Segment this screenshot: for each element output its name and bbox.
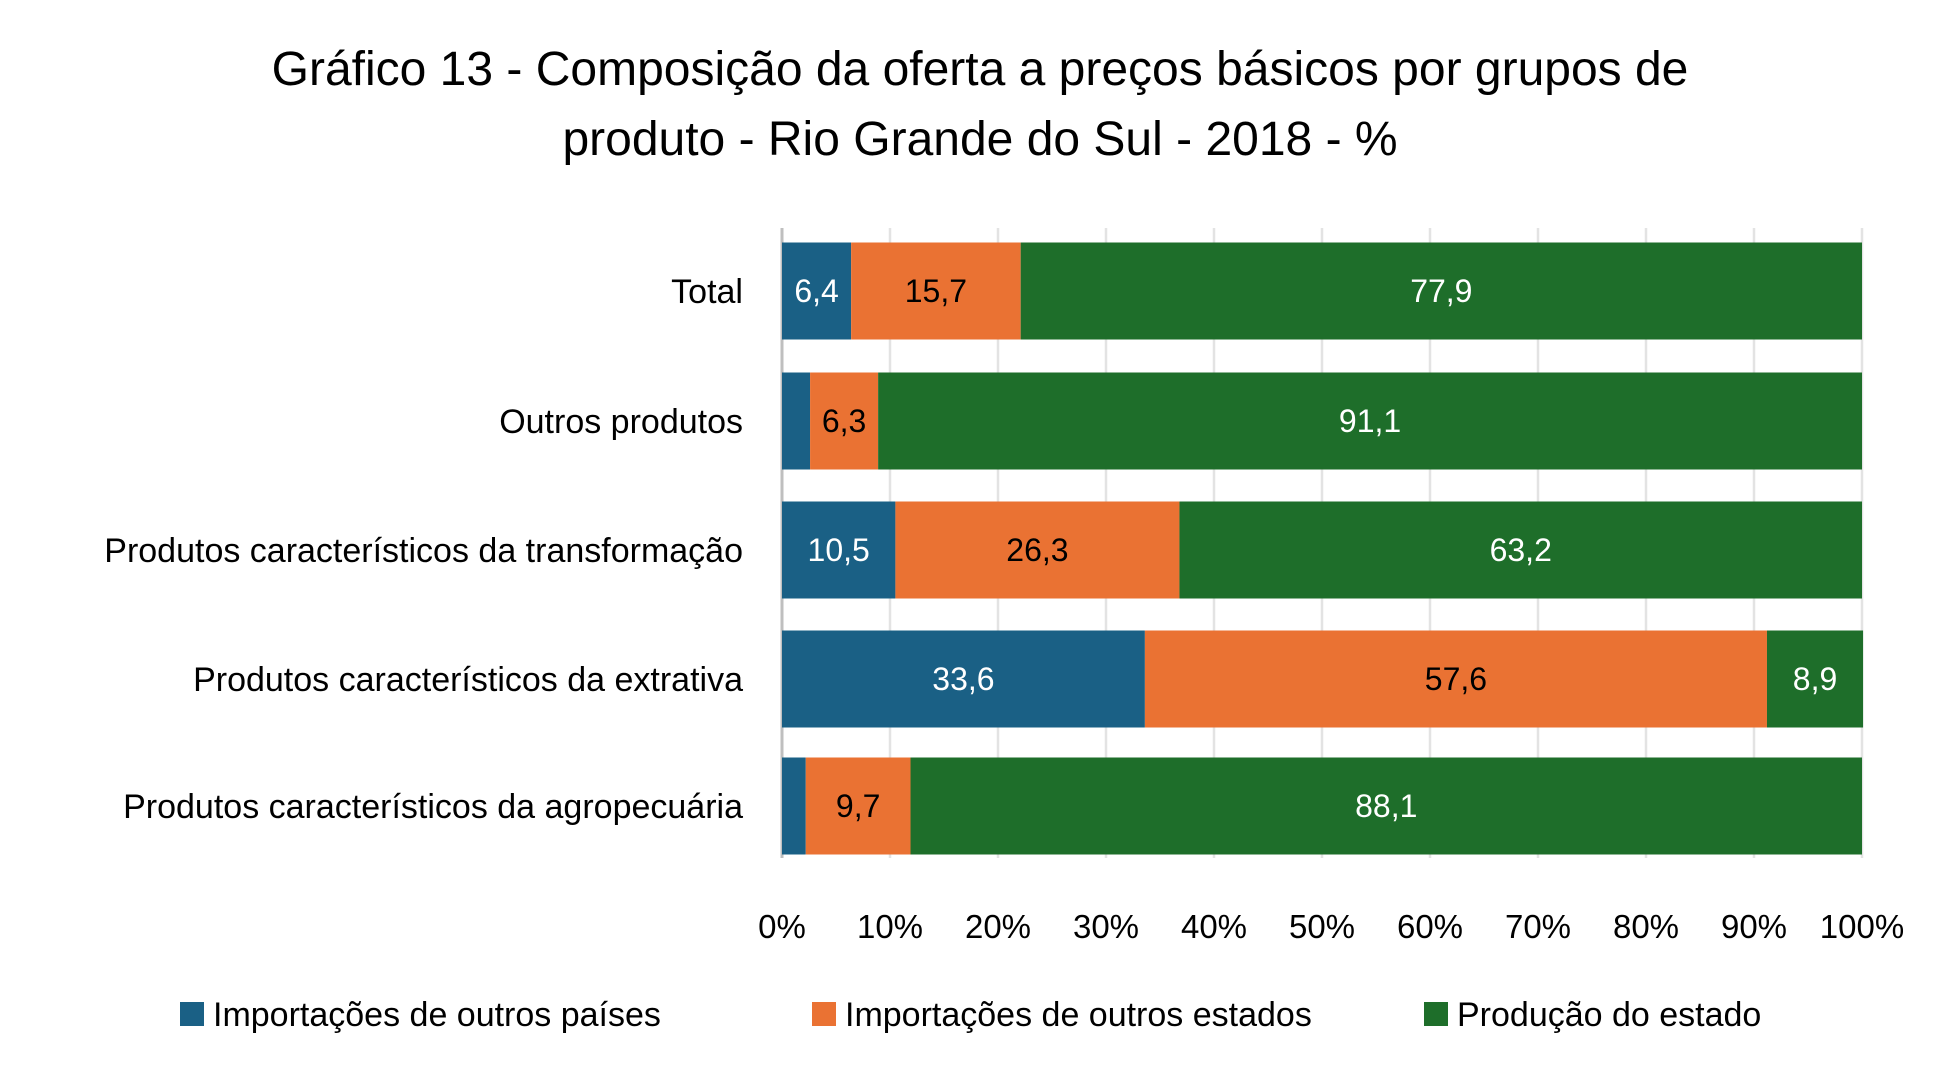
bar-segment [851, 242, 1021, 340]
legend-swatch [1424, 1002, 1448, 1026]
bar-segment [782, 372, 811, 470]
x-axis-tick-labels: 0% 10% 20% 30% 40% 50% 60% 70% 80% 90% 100% [758, 908, 1904, 945]
bar-segment [1020, 242, 1862, 340]
data-label: 77,9 [1410, 273, 1472, 309]
x-tick-label: 40% [1181, 908, 1247, 945]
data-label: 6,3 [822, 403, 866, 439]
x-tick-label: 70% [1505, 908, 1571, 945]
data-label: 8,9 [1793, 661, 1837, 697]
legend-item: Importações de outros estados [812, 996, 1312, 1034]
bar-segment [1144, 630, 1767, 728]
bar-segment [810, 372, 879, 470]
x-tick-label: 50% [1289, 908, 1355, 945]
bars: 6,4 15,7 77,9 6,3 91,1 10,5 26,3 63,2 33,6 57,6 8,… [782, 242, 1864, 855]
x-tick-label: 30% [1073, 908, 1139, 945]
chart-title-line-1: Gráfico 13 - Composição da oferta a preç… [272, 43, 1689, 96]
chart-title-line-2: produto - Rio Grande do Sul - 2018 - % [562, 113, 1397, 166]
legend-label: Importações de outros estados [845, 996, 1312, 1034]
bar-segment [805, 757, 911, 855]
legend-item: Importações de outros países [180, 996, 661, 1034]
chart-title: Gráfico 13 - Composição da oferta a preç… [272, 43, 1689, 166]
bar-segment [782, 630, 1145, 728]
data-label: 88,1 [1355, 788, 1417, 824]
legend-item: Produção do estado [1424, 996, 1761, 1034]
x-tick-label: 0% [758, 908, 806, 945]
data-label: 26,3 [1006, 532, 1068, 568]
y-axis-label: Total [671, 273, 743, 311]
legend: Importações de outros países Importações … [180, 996, 1761, 1034]
bar-segment [782, 757, 806, 855]
x-tick-label: 90% [1721, 908, 1787, 945]
bar-segment [782, 242, 852, 340]
data-label: 57,6 [1425, 661, 1487, 697]
data-label: 91,1 [1339, 403, 1401, 439]
data-label: 33,6 [932, 661, 994, 697]
x-tick-label: 10% [857, 908, 923, 945]
x-tick-label: 60% [1397, 908, 1463, 945]
legend-swatch [812, 1002, 836, 1026]
bar-segment [1766, 630, 1864, 728]
legend-label: Produção do estado [1457, 996, 1761, 1034]
x-tick-label: 80% [1613, 908, 1679, 945]
x-tick-label: 20% [965, 908, 1031, 945]
data-label: 9,7 [836, 788, 880, 824]
bar-segment [910, 757, 1862, 855]
y-axis-label: Outros produtos [499, 403, 743, 441]
data-label: 6,4 [794, 273, 838, 309]
y-axis-label: Produtos característicos da transformaçã… [104, 532, 743, 570]
bar-segment [1179, 501, 1862, 599]
y-axis-labels: Total Outros produtos Produtos característ… [104, 273, 743, 826]
data-label: 10,5 [808, 532, 870, 568]
bar-segment [782, 501, 896, 599]
bar-segment [895, 501, 1180, 599]
y-axis-label: Produtos característicos da extrativa [193, 661, 743, 699]
y-axis-label: Produtos característicos da agropecuária [123, 788, 743, 826]
data-label: 15,7 [905, 273, 967, 309]
x-tick-label: 100% [1820, 908, 1904, 945]
legend-swatch [180, 1002, 204, 1026]
bar-segment [878, 372, 1862, 470]
data-label: 63,2 [1490, 532, 1552, 568]
legend-label: Importações de outros países [213, 996, 661, 1034]
